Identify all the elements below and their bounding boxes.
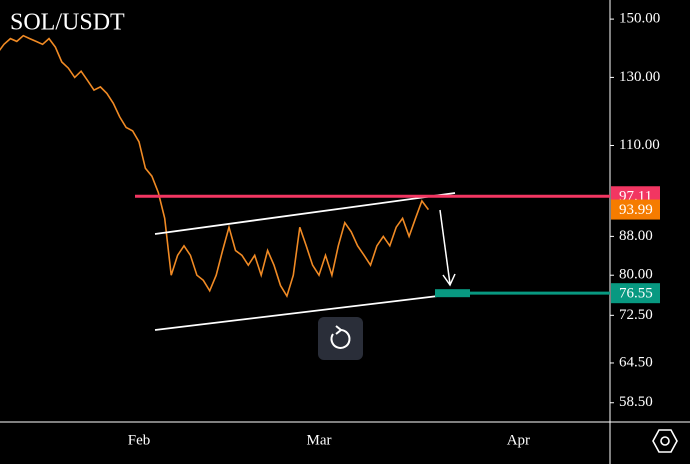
price-line bbox=[0, 34, 430, 299]
level-handle bbox=[435, 289, 470, 298]
y-tick-label: 150.00 bbox=[619, 11, 660, 27]
y-tick-label: 72.50 bbox=[619, 307, 653, 323]
y-tick-label: 58.50 bbox=[619, 394, 653, 410]
y-tick-label: 130.00 bbox=[619, 69, 660, 85]
level-label: 93.99 bbox=[619, 202, 653, 218]
y-tick-label: 110.00 bbox=[619, 137, 660, 153]
level-badge bbox=[611, 283, 660, 304]
y-tick-label: 64.50 bbox=[619, 354, 653, 370]
y-tick-label: 88.00 bbox=[619, 228, 653, 244]
channel-upper bbox=[154, 192, 456, 235]
plot bbox=[0, 34, 430, 299]
y-tick-label: 80.00 bbox=[619, 267, 653, 283]
level-label: 76.55 bbox=[619, 286, 653, 302]
settings-button[interactable] bbox=[652, 429, 678, 453]
chart-title: SOL/USDT bbox=[10, 10, 125, 36]
level-badge bbox=[611, 199, 660, 220]
x-tick-label: Feb bbox=[128, 432, 151, 448]
channel-lower bbox=[154, 292, 464, 331]
reset-button[interactable] bbox=[318, 317, 363, 360]
x-tick-label: Mar bbox=[307, 432, 332, 448]
x-tick-label: Apr bbox=[507, 432, 530, 448]
target-arrow bbox=[439, 209, 456, 287]
